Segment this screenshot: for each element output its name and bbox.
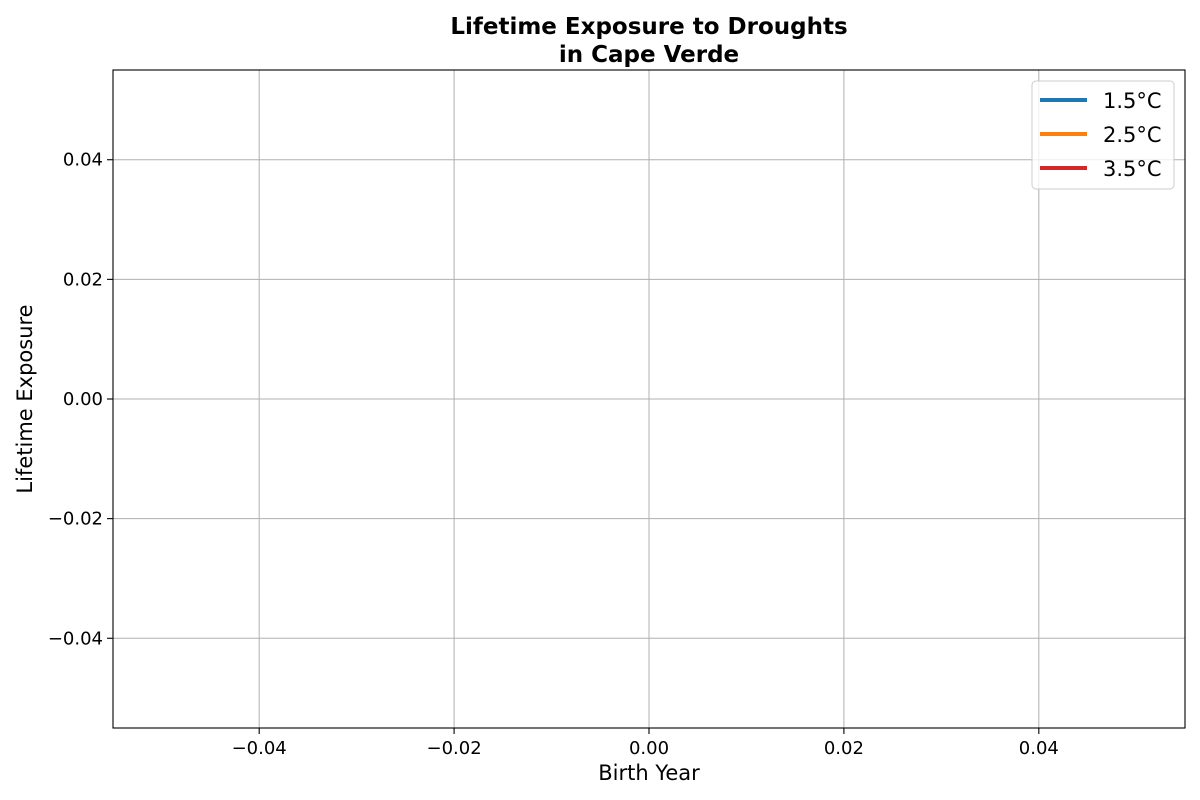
x-tick-label: 0.00 (629, 738, 669, 759)
x-axis-ticks: −0.04 −0.02 0.00 0.02 0.04 (232, 728, 1059, 759)
x-tick-label: 0.04 (1019, 738, 1059, 759)
chart-title-line-2: in Cape Verde (559, 42, 739, 68)
grid-lines (113, 70, 1185, 728)
y-tick-label: −0.04 (48, 628, 103, 649)
legend-label-2: 2.5°C (1103, 123, 1162, 147)
x-tick-label: −0.04 (232, 738, 287, 759)
x-tick-label: −0.02 (427, 738, 482, 759)
y-tick-label: 0.02 (63, 269, 103, 290)
y-tick-label: 0.04 (63, 150, 103, 171)
legend-label-3: 3.5°C (1103, 157, 1162, 181)
x-axis-label: Birth Year (598, 761, 700, 785)
y-axis-ticks: −0.04 −0.02 0.00 0.02 0.04 (48, 150, 113, 649)
y-axis-label: Lifetime Exposure (13, 304, 37, 493)
legend-label-1: 1.5°C (1103, 89, 1162, 113)
legend-box (1031, 80, 1175, 190)
chart-title-line-1: Lifetime Exposure to Droughts (450, 14, 847, 40)
legend: 1.5°C 2.5°C 3.5°C (1031, 80, 1175, 190)
x-tick-label: 0.02 (824, 738, 864, 759)
y-tick-label: −0.02 (48, 509, 103, 530)
y-tick-label: 0.00 (63, 389, 103, 410)
